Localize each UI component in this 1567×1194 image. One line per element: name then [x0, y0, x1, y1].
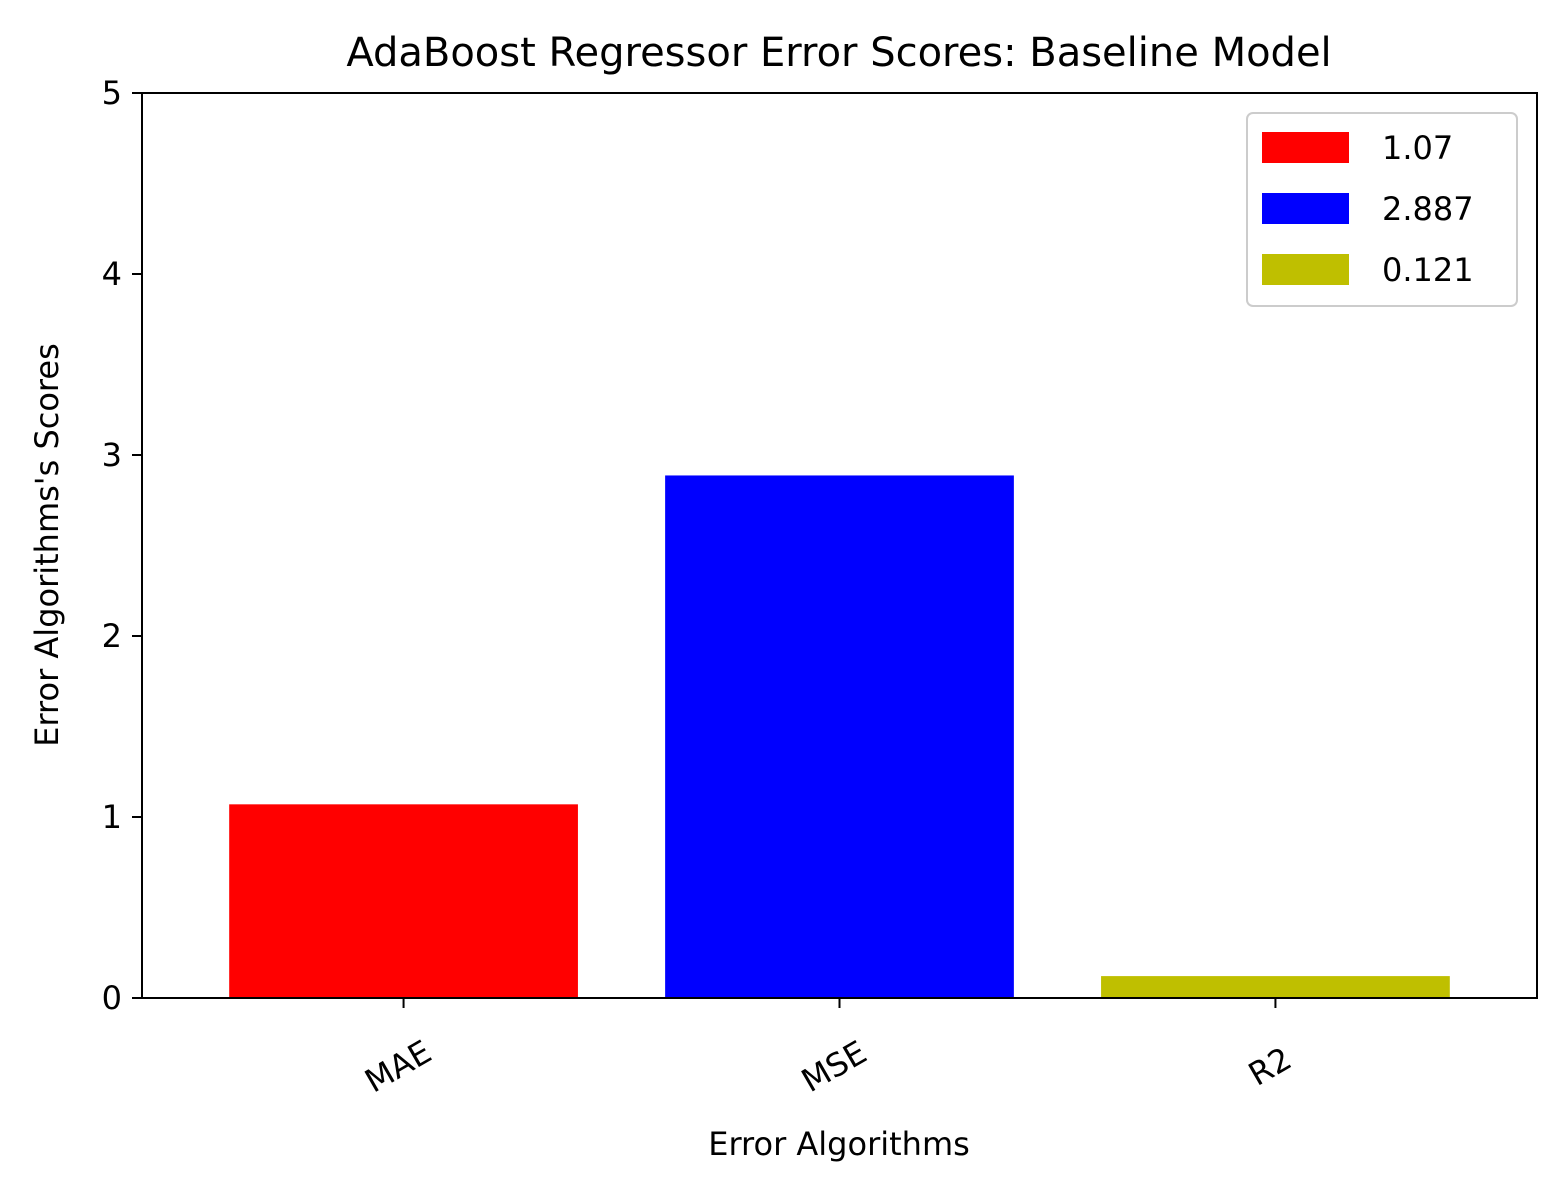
- bar-r2: [1101, 976, 1450, 998]
- x-axis-ticks: MAE MSE R2: [358, 998, 1298, 1100]
- bar-mae: [229, 804, 578, 998]
- y-axis-label: Error Algorithms's Scores: [28, 343, 66, 747]
- y-tick-label: 5: [102, 74, 122, 112]
- x-tick-label: R2: [1242, 1039, 1298, 1093]
- y-tick-label: 3: [102, 436, 122, 474]
- x-axis-label: Error Algorithms: [708, 1125, 970, 1163]
- x-tick-label: MAE: [358, 1033, 437, 1101]
- bar-mse: [665, 475, 1014, 998]
- y-tick-label: 0: [102, 979, 122, 1017]
- plot-frame: [141, 92, 1538, 999]
- legend-entry: 2.887: [1382, 190, 1474, 228]
- y-tick-label: 1: [102, 798, 122, 836]
- chart-title: AdaBoost Regressor Error Scores: Baselin…: [346, 30, 1331, 76]
- y-tick-label: 2: [102, 617, 122, 655]
- legend-entry: 1.07: [1382, 129, 1453, 167]
- legend-swatch: [1262, 132, 1349, 163]
- bars-group: [229, 475, 1450, 998]
- legend: 1.07 2.887 0.121: [1246, 112, 1518, 307]
- x-tick-label: MSE: [795, 1033, 873, 1100]
- legend-swatch: [1262, 254, 1349, 285]
- y-axis-ticks: 0 1 2 3 4 5: [102, 74, 142, 1017]
- legend-entry: 0.121: [1382, 251, 1474, 289]
- y-tick-label: 4: [102, 255, 122, 293]
- legend-swatch: [1262, 193, 1349, 224]
